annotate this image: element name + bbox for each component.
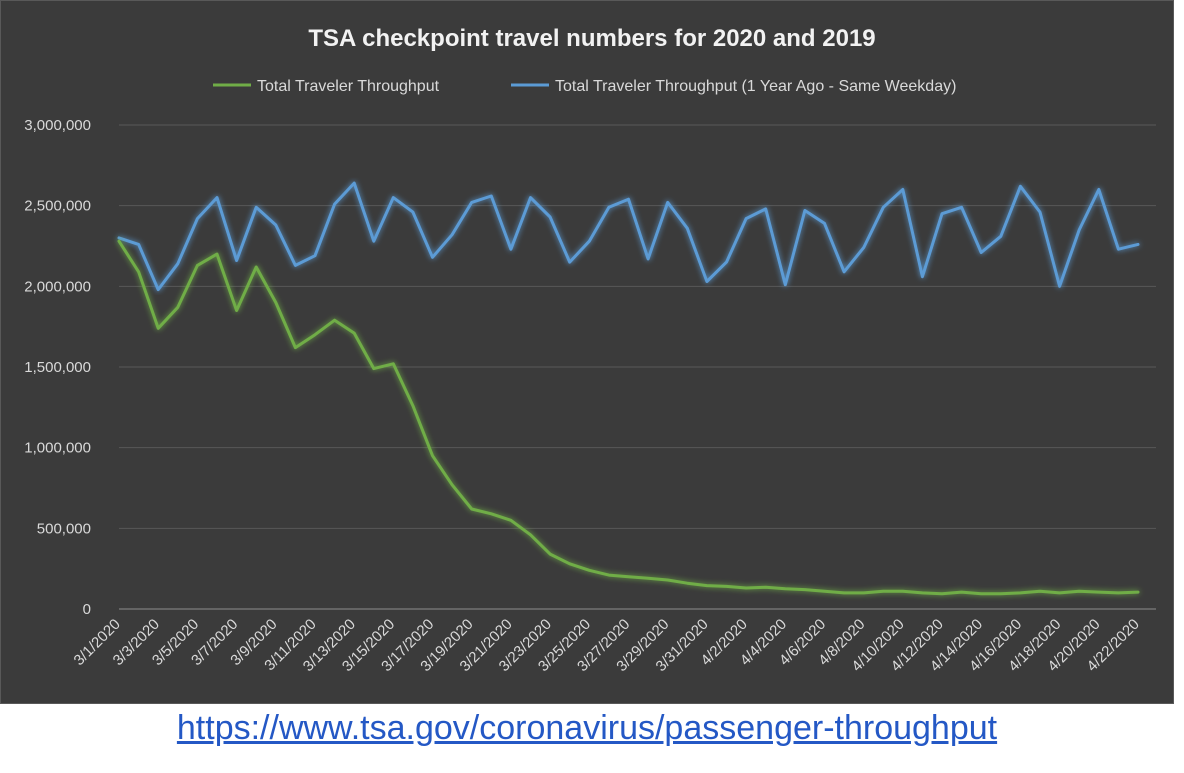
x-axis-ticks: 3/1/20203/3/20203/5/20203/7/20203/9/2020… — [71, 616, 1143, 675]
y-tick-label: 500,000 — [37, 520, 91, 537]
source-url-link[interactable]: https://www.tsa.gov/coronavirus/passenge… — [176, 709, 998, 747]
y-tick-label: 2,000,000 — [24, 278, 91, 295]
y-tick-label: 1,500,000 — [24, 359, 91, 376]
y-tick-label: 1,000,000 — [24, 440, 91, 457]
legend-label-blue: Total Traveler Throughput (1 Year Ago - … — [555, 78, 956, 95]
series-line-2020 — [117, 239, 1140, 596]
chart-panel: TSA checkpoint travel numbers for 2020 a… — [0, 0, 1174, 704]
chart-title: TSA checkpoint travel numbers for 2020 a… — [308, 25, 875, 52]
legend-item-blue: Total Traveler Throughput (1 Year Ago - … — [511, 78, 956, 95]
gridlines — [119, 124, 1156, 610]
y-tick-label: 0 — [83, 601, 91, 618]
y-tick-label: 3,000,000 — [24, 117, 91, 134]
series-line-2019 — [117, 181, 1140, 292]
y-tick-label: 2,500,000 — [24, 198, 91, 215]
legend-label-green: Total Traveler Throughput — [257, 78, 440, 95]
y-axis-ticks: 0 500,000 1,000,000 1,500,000 2,000,000 2,500… — [24, 117, 91, 618]
legend: Total Traveler Throughput Total Traveler… — [213, 78, 956, 95]
legend-item-green: Total Traveler Throughput — [213, 78, 440, 95]
line-chart: TSA checkpoint travel numbers for 2020 a… — [24, 25, 1156, 675]
series-lines — [117, 181, 1140, 596]
